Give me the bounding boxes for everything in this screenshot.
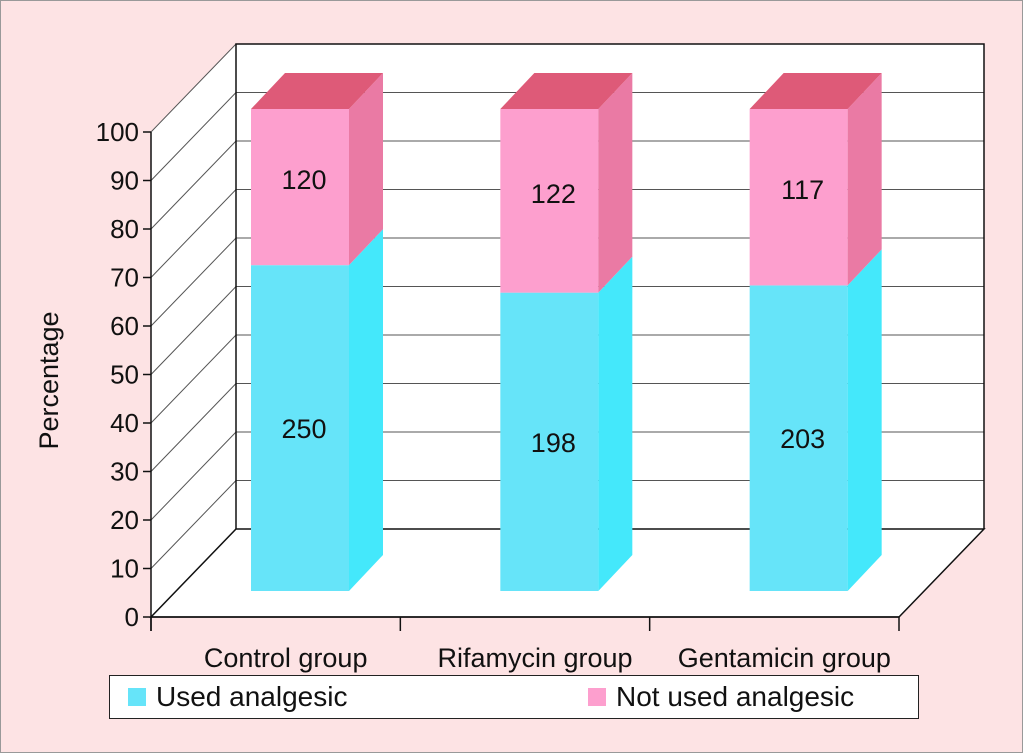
legend-label-used: Used analgesic <box>156 681 348 712</box>
y-tick-label: 50 <box>110 360 139 390</box>
data-label: 198 <box>531 428 576 458</box>
bar-side <box>598 256 633 591</box>
bar-front <box>749 285 848 591</box>
y-tick-label: 40 <box>110 408 139 438</box>
legend: Used analgesic Not used analgesic <box>109 675 919 719</box>
bar-front <box>251 109 349 266</box>
data-label: 250 <box>281 414 326 444</box>
data-label: 122 <box>531 179 576 209</box>
legend-item-not-used: Not used analgesic <box>588 676 854 718</box>
x-tick-label: Control group <box>204 643 368 673</box>
data-label: 120 <box>281 165 326 195</box>
legend-item-used: Used analgesic <box>128 676 347 718</box>
bar-front <box>251 265 349 591</box>
bar-top <box>251 73 383 109</box>
x-tick-label: Rifamycin group <box>437 643 632 673</box>
bar-front <box>500 292 599 591</box>
bar-top <box>500 73 633 109</box>
y-tick-label: 0 <box>125 602 139 632</box>
y-tick-label: 30 <box>110 457 139 487</box>
y-tick-label: 60 <box>110 311 139 341</box>
bar-side <box>598 73 633 293</box>
legend-label-not-used: Not used analgesic <box>616 681 855 712</box>
y-axis-title: Percentage <box>34 311 64 449</box>
data-label: 203 <box>780 424 825 454</box>
bar-side <box>349 73 383 266</box>
bar-front <box>500 109 599 293</box>
y-tick-label: 90 <box>110 166 139 196</box>
y-tick-label: 10 <box>110 554 139 584</box>
y-tick-label: 70 <box>110 263 139 293</box>
legend-swatch-not-used <box>588 688 606 706</box>
y-tick-label: 100 <box>96 117 139 147</box>
y-tick-label: 80 <box>110 214 139 244</box>
wall-outline <box>235 43 985 529</box>
data-label: 117 <box>781 175 824 205</box>
x-tick-label: Gentamicin group <box>678 643 891 673</box>
y-tick-label: 20 <box>110 505 139 535</box>
bar-front <box>749 109 848 286</box>
bar-side <box>847 249 882 592</box>
bar-side <box>349 229 383 591</box>
legend-swatch-used <box>128 688 146 706</box>
bar-side <box>847 73 882 286</box>
bar-top <box>749 73 882 109</box>
